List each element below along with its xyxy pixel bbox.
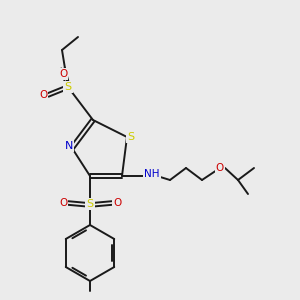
Text: S: S [128, 132, 135, 142]
Text: O: O [59, 198, 67, 208]
Text: O: O [39, 90, 47, 100]
Text: NH: NH [144, 169, 160, 179]
Text: S: S [64, 82, 72, 92]
Text: S: S [86, 199, 94, 209]
Text: O: O [113, 198, 121, 208]
Text: O: O [59, 69, 67, 79]
Text: O: O [216, 163, 224, 173]
Text: N: N [65, 141, 73, 151]
